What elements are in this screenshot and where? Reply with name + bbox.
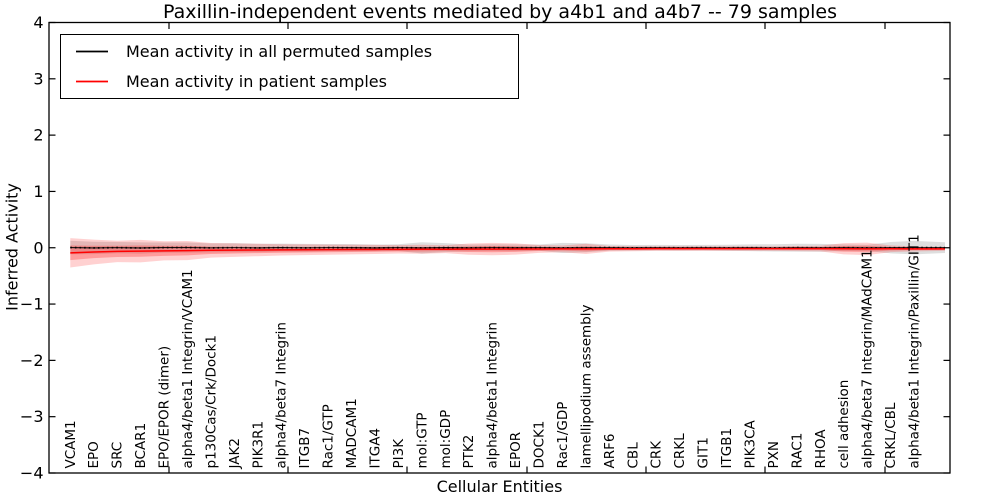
x-category-label: GIT1 [696, 437, 712, 468]
legend-patient-line-swatch [76, 80, 108, 83]
legend-entry-patient: Mean activity in patient samples [61, 67, 518, 95]
legend: Mean activity in all permuted samples Me… [60, 34, 519, 99]
x-category-label: PXN [766, 441, 782, 469]
x-category-label: alpha4/beta7 Integrin/MAdCAM1 [860, 249, 876, 468]
x-category-label: Rac1/GTP [321, 404, 337, 468]
x-category-label: lamellipodium assembly [578, 305, 594, 469]
legend-label-patient: Mean activity in patient samples [126, 71, 387, 91]
x-category-label: ARF6 [602, 434, 618, 469]
x-category-label: VCAM1 [63, 420, 79, 468]
x-category-label: mol:GTP [414, 412, 430, 468]
y-tick-label: 1 [33, 182, 43, 201]
x-category-label: alpha4/beta1 Integrin [485, 322, 501, 468]
y-tick-label: 0 [33, 238, 43, 257]
x-category-label: PIK3CA [742, 420, 758, 469]
y-axis-label: Inferred Activity [2, 183, 22, 311]
y-tick-label: 4 [33, 13, 43, 32]
chart-title: Paxillin-independent events mediated by … [162, 1, 838, 23]
y-tick-label: 3 [33, 69, 43, 88]
patient-std-outer-band [70, 238, 946, 268]
y-tick-label: −1 [20, 295, 44, 314]
x-category-label: CRKL/CBL [883, 402, 899, 468]
x-category-label: PIK3R1 [250, 421, 266, 469]
legend-permuted-line-swatch [76, 50, 108, 53]
x-category-label: ITGA4 [367, 428, 383, 469]
x-category-label: EPO [86, 441, 102, 468]
x-category-label: EPOR [508, 432, 524, 469]
x-category-label: DOCK1 [532, 421, 548, 469]
patient-mean-line [70, 247, 945, 254]
legend-entry-permuted: Mean activity in all permuted samples [61, 38, 518, 66]
x-category-label: ITGB1 [719, 428, 735, 469]
x-category-label: Rac1/GDP [555, 402, 571, 469]
x-category-label: ITGB7 [297, 428, 313, 469]
x-category-label: EPO/EPOR (dimer) [157, 346, 173, 469]
y-tick-label: −2 [20, 351, 44, 370]
x-category-label: cell adhesion [836, 380, 852, 469]
x-category-label: JAK2 [227, 438, 243, 469]
y-tick-label: −3 [20, 407, 44, 426]
x-category-label: PI3K [391, 438, 407, 469]
x-category-label: SRC [110, 442, 126, 469]
x-category-label: CRK [649, 440, 665, 469]
x-category-label: alpha4/beta1 Integrin/VCAM1 [180, 269, 196, 468]
x-category-label: CRKL [672, 433, 688, 469]
x-category-label: CBL [625, 442, 641, 469]
x-axis-label: Cellular Entities [436, 477, 563, 496]
x-category-label: alpha4/beta7 Integrin [274, 322, 290, 468]
x-category-label: PTK2 [461, 435, 477, 469]
x-category-label: BCAR1 [133, 423, 149, 469]
x-category-label: MADCAM1 [344, 398, 360, 468]
x-category-label: RAC1 [789, 433, 805, 469]
x-category-label: alpha4/beta1 Integrin/Paxillin/GIT1 [907, 234, 923, 468]
x-category-label: mol:GDP [438, 410, 454, 469]
y-tick-label: 2 [33, 126, 43, 145]
legend-label-permuted: Mean activity in all permuted samples [126, 42, 433, 62]
y-tick-label: −4 [20, 464, 44, 483]
x-category-label: RHOA [813, 429, 829, 469]
x-category-label: p130Cas/Crk/Dock1 [203, 335, 219, 468]
